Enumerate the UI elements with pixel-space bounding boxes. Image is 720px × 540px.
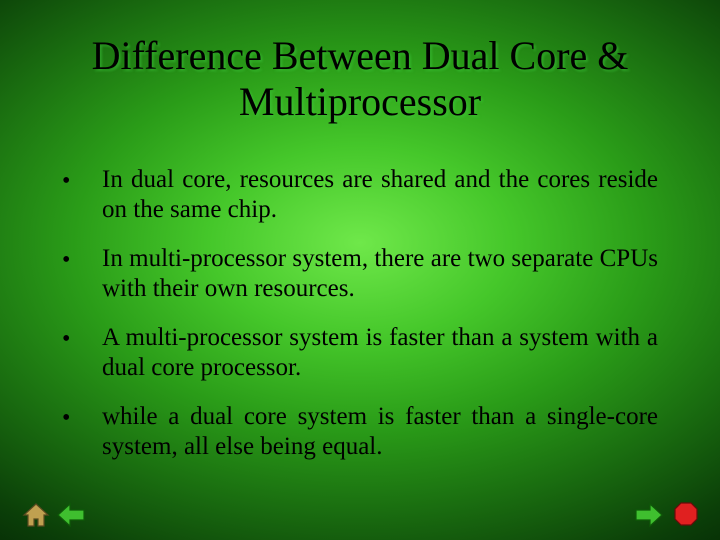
list-item: • while a dual core system is faster tha… [62,402,658,461]
home-icon[interactable] [22,502,50,528]
next-arrow-shape [636,504,662,526]
next-arrow-icon[interactable] [634,502,664,528]
prev-arrow-shape [58,504,84,526]
nav-bar [0,498,720,530]
bullet-text: In dual core, resources are shared and t… [102,165,658,224]
bullet-marker: • [62,402,102,433]
prev-arrow-icon[interactable] [56,502,86,528]
slide: Difference Between Dual Core & Multiproc… [0,0,720,540]
stop-shape [675,503,697,525]
list-item: • A multi-processor system is faster tha… [62,323,658,382]
bullet-list: • In dual core, resources are shared and… [62,165,658,481]
stop-icon[interactable] [674,502,698,526]
bullet-marker: • [62,323,102,354]
title-container: Difference Between Dual Core & Multiproc… [36,24,684,134]
bullet-marker: • [62,244,102,275]
home-shape [24,504,48,526]
slide-title: Difference Between Dual Core & Multiproc… [36,33,684,125]
bullet-text: while a dual core system is faster than … [102,402,658,461]
bullet-text: In multi-processor system, there are two… [102,244,658,303]
list-item: • In dual core, resources are shared and… [62,165,658,224]
bullet-marker: • [62,165,102,196]
list-item: • In multi-processor system, there are t… [62,244,658,303]
bullet-text: A multi-processor system is faster than … [102,323,658,382]
